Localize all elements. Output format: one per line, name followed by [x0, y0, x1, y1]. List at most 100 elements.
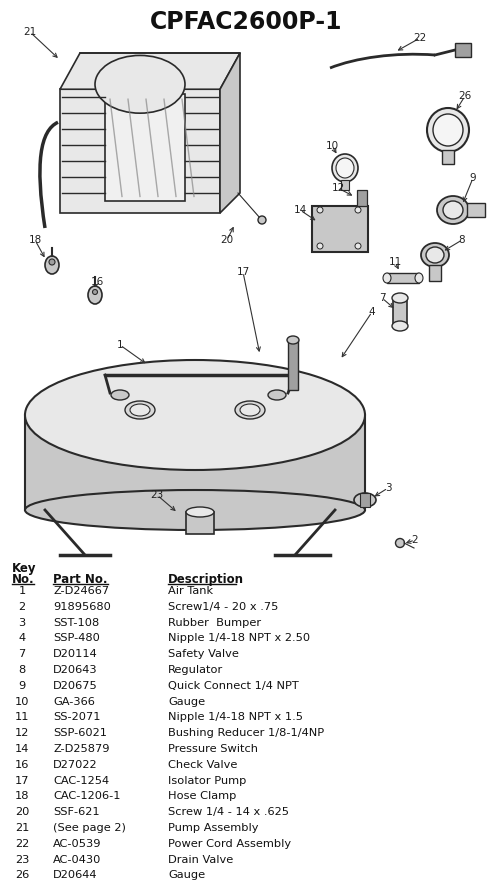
Text: SSP-480: SSP-480	[53, 633, 100, 643]
Ellipse shape	[25, 490, 365, 530]
Text: SSP-6021: SSP-6021	[53, 728, 107, 738]
Ellipse shape	[437, 196, 469, 224]
Bar	[467, 203, 485, 217]
Ellipse shape	[95, 56, 185, 113]
Ellipse shape	[355, 207, 361, 213]
Text: Key: Key	[12, 562, 36, 575]
Ellipse shape	[317, 207, 323, 213]
Text: 3: 3	[18, 617, 26, 627]
Text: 8: 8	[458, 235, 465, 245]
Text: CPFAC2600P-1: CPFAC2600P-1	[150, 10, 342, 34]
Text: SSF-621: SSF-621	[53, 807, 100, 817]
Text: D27022: D27022	[53, 760, 98, 770]
Text: 18: 18	[29, 235, 41, 245]
Ellipse shape	[93, 289, 98, 295]
Ellipse shape	[49, 259, 55, 265]
Bar	[442, 150, 454, 164]
Text: D20675: D20675	[53, 681, 98, 691]
Text: (See page 2): (See page 2)	[53, 823, 126, 833]
Text: 20: 20	[220, 235, 234, 245]
Text: SS-2071: SS-2071	[53, 712, 101, 722]
Ellipse shape	[88, 286, 102, 304]
Text: Description: Description	[168, 573, 244, 586]
Text: 10: 10	[325, 141, 339, 151]
Text: 2: 2	[18, 602, 26, 612]
Text: 7: 7	[379, 293, 386, 303]
Ellipse shape	[240, 404, 260, 416]
Text: 14: 14	[15, 744, 29, 754]
Text: 23: 23	[150, 490, 164, 500]
Ellipse shape	[355, 243, 361, 249]
Text: 1: 1	[18, 586, 26, 596]
Ellipse shape	[268, 390, 286, 400]
Text: 10: 10	[15, 696, 29, 707]
Text: 16: 16	[15, 760, 29, 770]
Ellipse shape	[130, 404, 150, 416]
Ellipse shape	[443, 201, 463, 219]
FancyBboxPatch shape	[105, 94, 185, 202]
Text: Part No.: Part No.	[53, 573, 107, 586]
Text: 14: 14	[293, 205, 307, 215]
Bar	[455, 43, 471, 57]
Text: 9: 9	[18, 681, 26, 691]
Text: Screw1/4 - 20 x .75: Screw1/4 - 20 x .75	[168, 602, 279, 612]
Ellipse shape	[332, 154, 358, 182]
Text: CAC-1206-1: CAC-1206-1	[53, 791, 120, 801]
Text: 7: 7	[18, 650, 26, 659]
Text: Safety Valve: Safety Valve	[168, 650, 239, 659]
Ellipse shape	[45, 256, 59, 274]
Bar	[341, 180, 349, 190]
Text: 3: 3	[385, 483, 391, 493]
Ellipse shape	[317, 243, 323, 249]
Text: 21: 21	[23, 27, 36, 37]
Ellipse shape	[287, 336, 299, 344]
Ellipse shape	[25, 360, 365, 470]
Text: 23: 23	[15, 855, 29, 865]
Text: SST-108: SST-108	[53, 617, 99, 627]
Ellipse shape	[433, 114, 463, 146]
Text: Screw 1/4 - 14 x .625: Screw 1/4 - 14 x .625	[168, 807, 289, 817]
Ellipse shape	[258, 216, 266, 224]
Ellipse shape	[392, 321, 408, 331]
Text: Regulator: Regulator	[168, 665, 223, 675]
Ellipse shape	[426, 247, 444, 263]
Text: Hose Clamp: Hose Clamp	[168, 791, 236, 801]
Text: Nipple 1/4-18 NPT x 1.5: Nipple 1/4-18 NPT x 1.5	[168, 712, 303, 722]
Text: 17: 17	[15, 776, 29, 786]
Bar	[360, 493, 370, 507]
Text: 11: 11	[388, 257, 402, 267]
Text: 26: 26	[15, 870, 29, 881]
Text: 4: 4	[369, 307, 375, 317]
Text: Gauge: Gauge	[168, 870, 205, 881]
Text: 26: 26	[458, 91, 472, 101]
Ellipse shape	[336, 158, 354, 178]
Text: AC-0430: AC-0430	[53, 855, 102, 865]
Text: GA-366: GA-366	[53, 696, 95, 707]
Ellipse shape	[125, 401, 155, 419]
Bar	[387, 273, 419, 283]
Text: 12: 12	[331, 183, 345, 193]
Text: AC-0539: AC-0539	[53, 839, 102, 849]
Text: No.: No.	[12, 573, 35, 586]
Text: 21: 21	[15, 823, 29, 833]
Text: 9: 9	[470, 173, 476, 183]
Polygon shape	[60, 90, 220, 213]
Ellipse shape	[111, 390, 129, 400]
Ellipse shape	[383, 273, 391, 283]
Text: D20644: D20644	[53, 870, 98, 881]
Ellipse shape	[395, 538, 404, 547]
Text: D20643: D20643	[53, 665, 98, 675]
Text: Power Cord Assembly: Power Cord Assembly	[168, 839, 291, 849]
FancyBboxPatch shape	[312, 206, 368, 252]
Text: 18: 18	[15, 791, 29, 801]
Text: 8: 8	[18, 665, 26, 675]
Text: 20: 20	[15, 807, 29, 817]
Text: Nipple 1/4-18 NPT x 2.50: Nipple 1/4-18 NPT x 2.50	[168, 633, 310, 643]
Polygon shape	[220, 53, 240, 213]
Ellipse shape	[415, 273, 423, 283]
Text: 1: 1	[117, 340, 123, 350]
Text: D20114: D20114	[53, 650, 98, 659]
Text: Pump Assembly: Pump Assembly	[168, 823, 258, 833]
Text: 12: 12	[15, 728, 29, 738]
Ellipse shape	[354, 493, 376, 507]
